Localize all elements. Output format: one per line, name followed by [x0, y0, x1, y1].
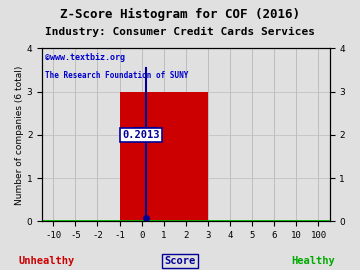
Text: Healthy: Healthy [291, 256, 335, 266]
Bar [120, 92, 208, 221]
Text: ©www.textbiz.org: ©www.textbiz.org [45, 53, 125, 62]
Text: Score: Score [165, 256, 195, 266]
Text: Z-Score Histogram for COF (2016): Z-Score Histogram for COF (2016) [60, 8, 300, 21]
Text: The Research Foundation of SUNY: The Research Foundation of SUNY [45, 71, 189, 80]
Text: Unhealthy: Unhealthy [19, 256, 75, 266]
Text: 0.2013: 0.2013 [122, 130, 160, 140]
Text: Industry: Consumer Credit Cards Services: Industry: Consumer Credit Cards Services [45, 27, 315, 37]
Y-axis label: Number of companies (6 total): Number of companies (6 total) [15, 65, 24, 204]
